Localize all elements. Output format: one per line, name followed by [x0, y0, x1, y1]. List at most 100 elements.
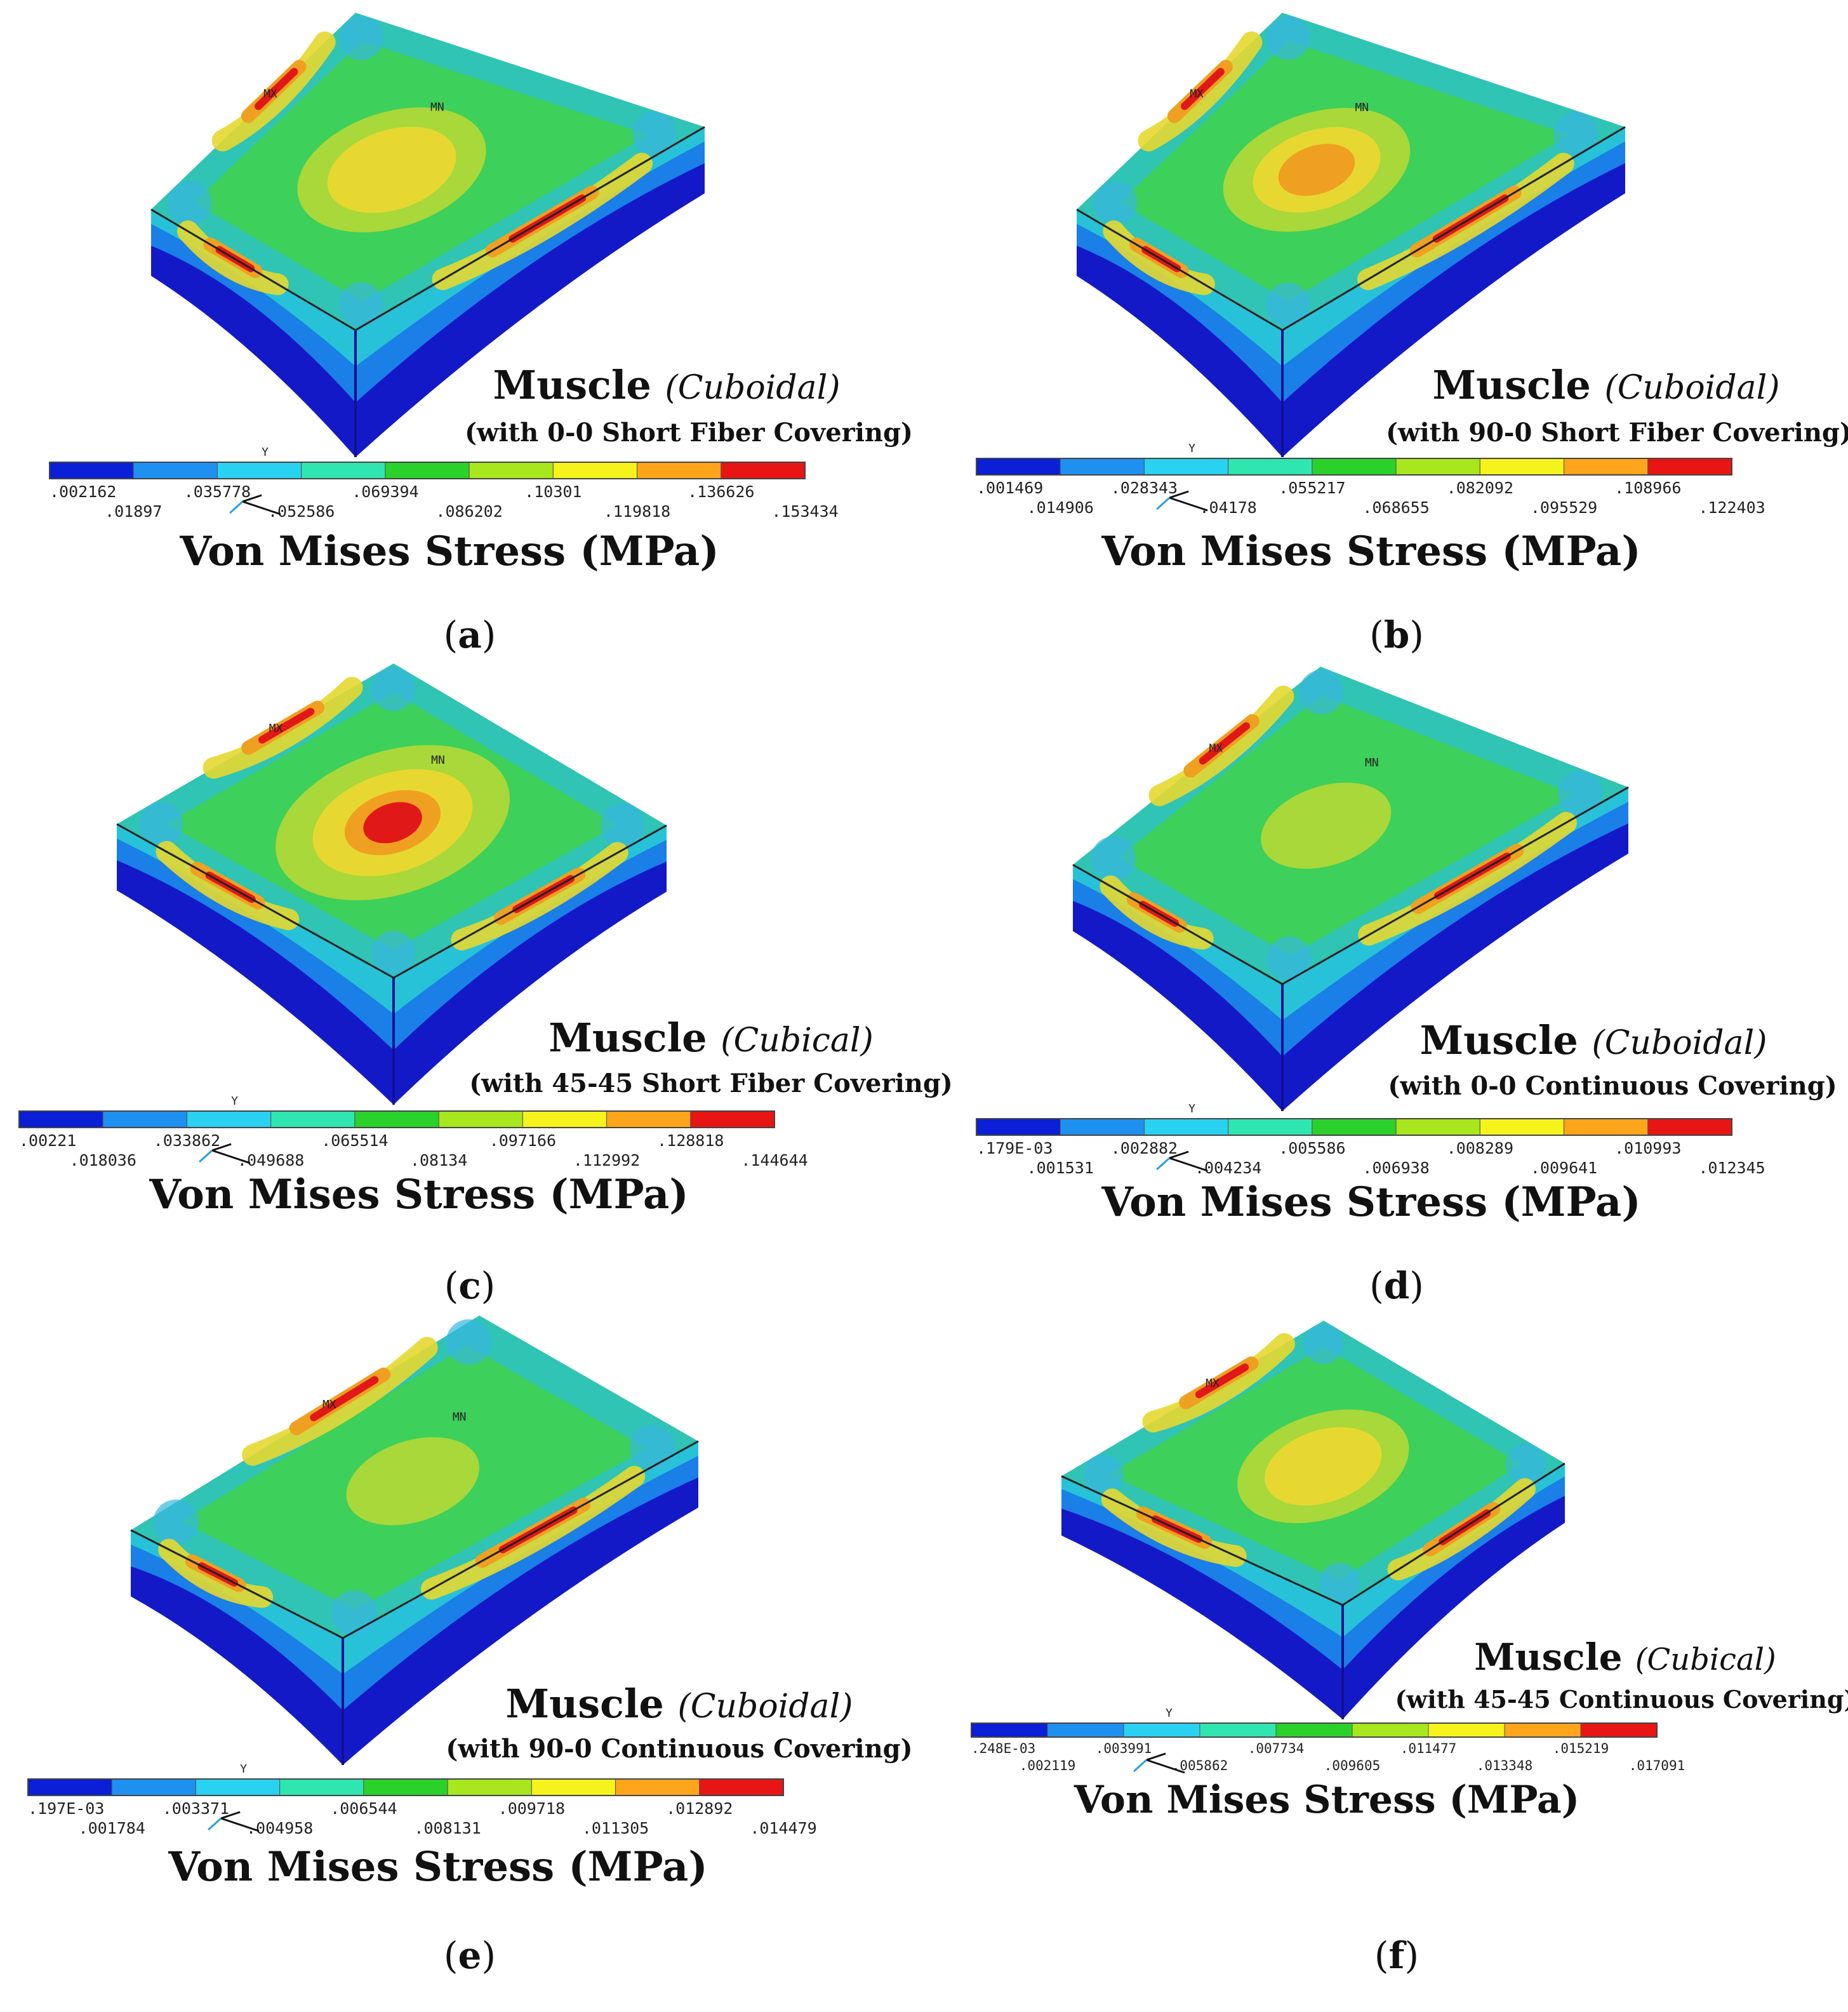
legend-border [18, 1110, 775, 1128]
legend-swatch [363, 1778, 448, 1796]
legend-tick-label: .006938 [1362, 1159, 1429, 1177]
legend-tick-label: .08134 [410, 1151, 467, 1169]
edge-band-top-left-red [1199, 722, 1250, 765]
corner-patch [446, 1319, 491, 1365]
legend-tick-label: .013348 [1477, 1758, 1533, 1773]
legend-tick-label: .028343 [1111, 479, 1178, 497]
legend-swatch [721, 462, 806, 479]
edge-band-left-yellow [1100, 875, 1214, 950]
edge-band-top-left-yellow [203, 676, 363, 779]
model-subtitle: (with 0-0 Short Fiber Covering) [465, 418, 913, 448]
legend-tick-label: .153434 [771, 502, 838, 521]
corner-patch [1299, 670, 1344, 715]
corner-patch [1266, 16, 1310, 60]
legend-swatch [1564, 1118, 1649, 1136]
legend-title: Von Mises Stress (MPa) [149, 1171, 688, 1218]
legend-tick-label: .009641 [1531, 1159, 1597, 1177]
title-main: Muscle [506, 1681, 664, 1727]
legend-swatch [133, 462, 218, 479]
corner-patch [153, 1499, 199, 1545]
legend-swatch [1479, 1118, 1565, 1136]
legend-swatch [1479, 458, 1565, 476]
axis-x-line [242, 500, 281, 516]
legend-tick-label: .014906 [1027, 498, 1094, 517]
legend-tick-label: .005586 [1279, 1139, 1345, 1157]
legend-swatch [606, 1110, 691, 1128]
axis-y-label: Y [231, 1095, 238, 1108]
fem-model: MX [1061, 1321, 1565, 1719]
legend-tick-label: .136626 [688, 483, 754, 501]
legend-tick-label: .015219 [1553, 1741, 1609, 1756]
legend-swatch [637, 462, 722, 479]
legend-bar: .001469.014906 .028343 .04178 .055217 .06865… [976, 442, 1765, 517]
legend-tick-label: .017091 [1629, 1758, 1685, 1773]
edge-band-top-left-yellow [242, 1336, 438, 1466]
legend-bar: .002162.01897 .035778 .052586 .069394 .08620… [49, 446, 839, 521]
legend-tick-label: .095529 [1531, 498, 1597, 517]
legend-tick-label: .108966 [1614, 479, 1681, 497]
legend-tick-label: .01897 [105, 502, 162, 521]
legend-swatch [1312, 1118, 1397, 1136]
corner-patch [138, 802, 183, 846]
hotspot-outer [346, 1437, 480, 1526]
legend-tick-label: .055217 [1279, 479, 1345, 497]
marker-mx: MX [269, 722, 283, 735]
legend-tick-label: .144644 [741, 1151, 808, 1169]
legend-tick-label: .006544 [330, 1799, 397, 1818]
axis-z-line [1156, 496, 1171, 510]
axis-z-line [199, 1149, 213, 1163]
model-title: Muscle (Cubical) [548, 1015, 874, 1061]
model-title: Muscle (Cuboidal) [1433, 362, 1780, 408]
legend-title: Von Mises Stress (MPa) [179, 528, 719, 575]
legend-border [976, 458, 1732, 476]
legend-swatch [1060, 1118, 1145, 1136]
marker-mn: MN [430, 100, 444, 114]
axis-x-line [220, 1817, 260, 1832]
axis-y-line [242, 494, 262, 503]
legend-tick-label: .179E-03 [976, 1139, 1053, 1157]
edge-band-right-yellow [421, 1465, 646, 1600]
legend-swatch [1060, 458, 1145, 476]
legend-tick-label: .002162 [50, 483, 116, 501]
legend-bar: .248E-03.002119.003991.005862.007734.009… [971, 1707, 1685, 1774]
legend-swatch [1504, 1722, 1581, 1738]
fem-model: MX MN [1072, 667, 1629, 1111]
marker-mx: MX [1190, 88, 1204, 101]
legend-tick-label: .007734 [1248, 1741, 1305, 1756]
right-face [1282, 127, 1625, 457]
legend-tick-label: .003991 [1096, 1741, 1152, 1756]
model-title: Muscle (Cubical) [1474, 1636, 1776, 1679]
hotspot-mid [1265, 1427, 1382, 1506]
axis-x-line [211, 1149, 251, 1164]
title-main: Muscle [548, 1015, 707, 1061]
marker-mn: MN [431, 754, 445, 767]
right-face [343, 1441, 698, 1765]
corner-patch [632, 111, 677, 156]
corner-patch [339, 282, 383, 327]
corner-patch [339, 15, 383, 60]
legend-swatch [301, 462, 386, 479]
legend-border [976, 1118, 1732, 1136]
legend-swatch [111, 1778, 196, 1796]
axis-y-label: Y [1166, 1707, 1173, 1720]
legend-tick-label: .033862 [154, 1131, 220, 1150]
fem-model: MX MN [116, 663, 667, 1105]
legend-tick-label: .248E-03 [971, 1741, 1035, 1756]
corner-patch [1267, 936, 1312, 982]
legend-tick-label: .001784 [79, 1819, 145, 1837]
corner-patch [167, 181, 212, 225]
legend-tick-label: .112992 [573, 1151, 640, 1169]
legend-swatch [1275, 1722, 1353, 1738]
left-face [151, 210, 356, 457]
legend-swatch [195, 1778, 281, 1796]
edge-band-top-left-red [1195, 1363, 1249, 1399]
marker-mx: MX [263, 88, 277, 101]
corner-patch [371, 931, 416, 975]
legend-tick-label: .014479 [750, 1819, 816, 1837]
model-subtitle: (with 90-0 Continuous Covering) [446, 1734, 912, 1764]
fem-model: MX MN [1076, 13, 1626, 457]
legend-swatch [438, 1110, 523, 1128]
legend-tick-label: .128818 [657, 1131, 724, 1150]
marker-mn: MN [1355, 101, 1369, 114]
legend-swatch [1228, 1118, 1313, 1136]
